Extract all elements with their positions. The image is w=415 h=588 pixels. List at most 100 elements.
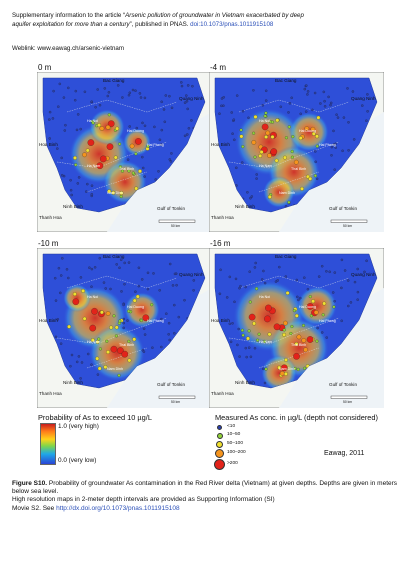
legend-dot-50-100 <box>216 441 223 448</box>
measurement-point <box>90 267 94 271</box>
measurement-point <box>48 137 51 140</box>
measurement-point <box>263 281 267 285</box>
measurement-point <box>363 270 366 274</box>
map-label-ha-noi: Ha Noi <box>87 295 98 299</box>
measurement-point <box>265 130 271 136</box>
caption-link[interactable]: http://dx.doi.org/10.1073/pnas.101191510… <box>56 504 180 512</box>
measurement-point <box>267 194 272 199</box>
measurement-point <box>356 267 359 271</box>
measurement-point <box>143 333 147 336</box>
measurement-point <box>222 104 225 107</box>
legend-label-100-200: 100–200 <box>227 450 246 455</box>
doi-link[interactable]: doi:10.1073/pnas.1011915108 <box>190 20 274 28</box>
measurement-point <box>73 155 77 160</box>
measurement-point <box>289 331 293 336</box>
measurement-point <box>301 323 306 328</box>
measurement-point <box>264 111 268 115</box>
measurement-point <box>321 313 325 317</box>
measurement-point <box>141 166 145 170</box>
measurement-point <box>126 158 130 161</box>
caption-text-3: Movie S2. See <box>12 504 57 512</box>
measurement-point <box>270 134 275 139</box>
measurement-point <box>146 287 150 291</box>
measurement-point <box>85 148 90 153</box>
measurement-point <box>366 110 369 113</box>
measurement-point <box>314 160 317 164</box>
measurement-point <box>185 94 188 97</box>
measurement-point <box>106 350 110 355</box>
measurement-point <box>150 303 154 307</box>
measurement-point <box>294 313 299 318</box>
measurement-point <box>239 284 242 288</box>
caption-fig-number: Figure S10. <box>12 480 48 487</box>
measurement-point <box>261 104 265 107</box>
measurement-point <box>298 136 303 141</box>
concentration-legend: Measured As conc. in µg/L (depth not con… <box>214 413 405 470</box>
measurement-point <box>72 298 80 306</box>
measurement-point <box>263 339 267 344</box>
measurement-point <box>90 338 95 343</box>
measurement-point <box>173 332 176 335</box>
measurement-point <box>314 150 317 153</box>
measurement-point <box>99 155 107 163</box>
map-panel-0m: Bac Giang Quang Ninh Hoa Binh Ninh Binh Than… <box>37 72 212 232</box>
measurement-point <box>332 305 336 309</box>
measurement-point <box>309 314 313 318</box>
map-label-hai-phong: Hai Phong <box>319 319 336 323</box>
measurement-point <box>98 256 102 260</box>
measurement-point <box>186 133 189 136</box>
measurement-point <box>169 160 173 163</box>
measurement-point <box>135 126 139 130</box>
measurement-point <box>90 184 94 187</box>
measurement-point <box>168 158 172 161</box>
measurement-point <box>131 88 135 92</box>
measurement-point <box>285 291 290 295</box>
map-label-hoa-binh: Hoa Binh <box>211 318 230 323</box>
measurement-point <box>157 170 160 173</box>
measurement-point <box>320 264 324 268</box>
measurement-point <box>232 118 236 121</box>
measurement-point <box>306 90 310 93</box>
measurement-point <box>99 126 105 131</box>
measurement-point <box>152 272 155 275</box>
map-label-ninh-binh: Ninh Binh <box>235 380 255 385</box>
colorbar-low-label: 0.0 (very low) <box>58 457 97 464</box>
measurement-point <box>248 300 252 304</box>
probability-hotspot <box>89 325 145 381</box>
measurement-point <box>270 148 278 155</box>
measurement-point <box>118 266 121 270</box>
measurement-point <box>349 301 353 304</box>
weblink[interactable]: Weblink: www.eawag.ch/arsenic-vietnam <box>12 45 124 52</box>
measurement-point <box>72 292 77 297</box>
measurement-point <box>365 119 368 122</box>
measurement-point <box>366 93 369 96</box>
measurement-point <box>247 116 250 120</box>
measurement-point <box>278 265 281 269</box>
measurement-point <box>284 275 288 278</box>
map-label-ha-nam: Ha Nam <box>87 340 100 344</box>
measurement-point <box>90 100 93 103</box>
measurement-point <box>336 116 340 119</box>
probability-legend: Probability of As to exceed 10 µg/L 1.0 … <box>38 413 213 465</box>
measurement-point <box>332 129 335 133</box>
scale-label: 50 km <box>343 224 352 228</box>
measurement-point <box>253 266 257 269</box>
measurement-point <box>119 191 124 196</box>
measurement-point <box>86 182 89 186</box>
measurement-point <box>308 295 312 299</box>
measurement-point <box>83 90 87 94</box>
measurement-point <box>96 162 104 170</box>
measurement-point <box>102 281 106 284</box>
map-label-thai-binh: Thai Binh <box>119 343 134 347</box>
measurement-point <box>85 190 88 193</box>
measurement-point <box>231 132 234 135</box>
measurement-point <box>304 126 310 131</box>
legend-label-gt200: >200 <box>227 461 238 466</box>
measurement-point <box>99 310 104 315</box>
map-label-ninh-binh: Ninh Binh <box>63 380 83 385</box>
measurement-point <box>153 125 156 129</box>
measurement-point <box>48 118 51 121</box>
measurement-point <box>143 175 146 178</box>
map-label-nam-dinh: Nam Dinh <box>107 367 123 371</box>
measurement-point <box>139 318 143 323</box>
